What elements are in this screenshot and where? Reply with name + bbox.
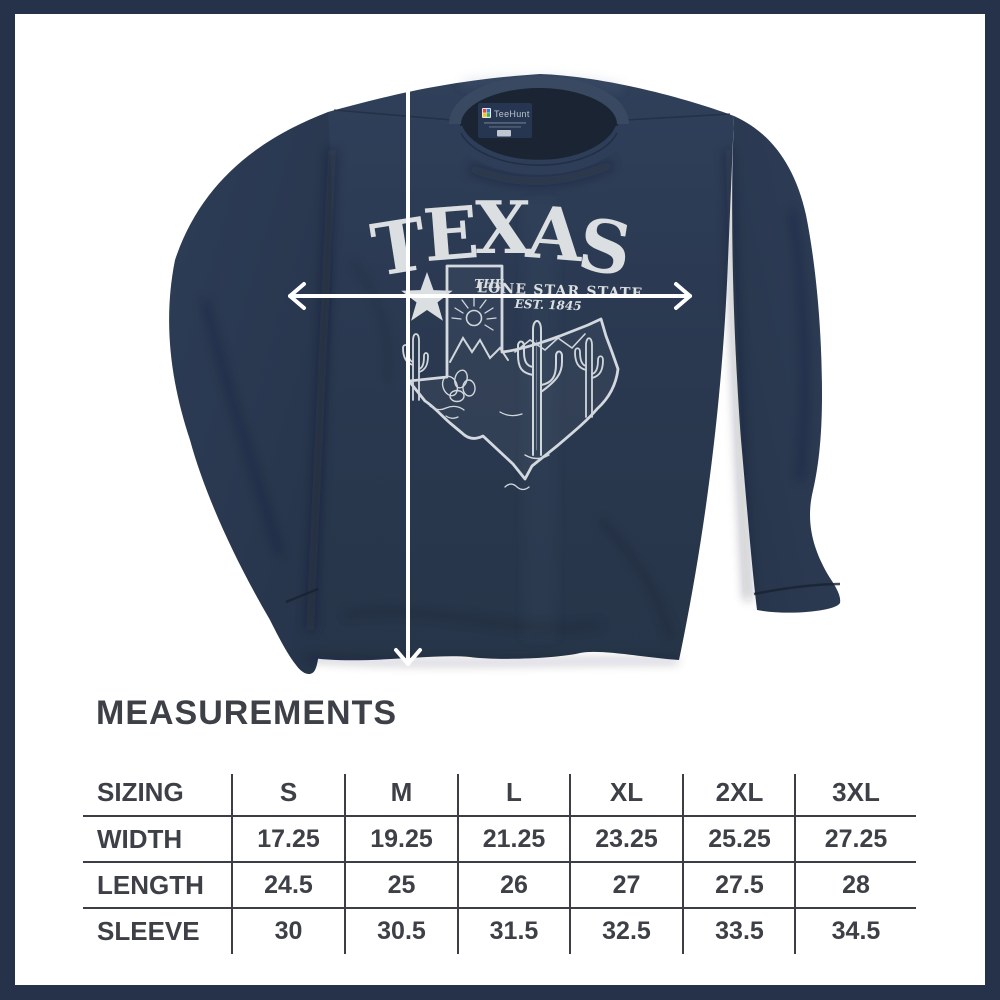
table-column-divider xyxy=(344,774,346,954)
sleeve-m: 30.5 xyxy=(377,917,426,945)
table-column-divider xyxy=(569,774,571,954)
table-row-divider xyxy=(83,815,916,817)
width-2xl: 25.25 xyxy=(708,825,771,853)
column-header-s: S xyxy=(279,777,298,807)
width-m: 19.25 xyxy=(370,825,433,853)
length-l: 26 xyxy=(500,871,528,899)
column-header-2xl: 2XL xyxy=(715,777,764,807)
table-column-divider xyxy=(457,774,459,954)
sleeve-xl: 32.5 xyxy=(602,917,651,945)
table-row-sleeve: SLEEVE 30 30.5 31.5 32.5 33.5 34.5 xyxy=(83,909,916,954)
column-header-3xl: 3XL xyxy=(832,777,880,807)
width-3xl: 27.25 xyxy=(824,825,888,853)
size-table: SIZING S M L XL 2XL 3XL WIDTH 17.25 19.2… xyxy=(83,770,916,960)
column-header-m: M xyxy=(390,777,413,807)
table-row-divider xyxy=(83,861,916,863)
column-header-sizing: SIZING xyxy=(97,777,184,807)
width-s: 17.25 xyxy=(257,825,320,853)
row-label-sleeve: SLEEVE xyxy=(97,916,200,946)
sleeve-3xl: 34.5 xyxy=(831,917,881,945)
column-header-xl: XL xyxy=(609,777,644,807)
length-s: 24.5 xyxy=(264,871,313,899)
sleeve-s: 30 xyxy=(274,917,303,945)
table-column-divider xyxy=(682,774,684,954)
table-row-width: WIDTH 17.25 19.25 21.25 23.25 25.25 27.2… xyxy=(83,817,916,862)
table-column-divider xyxy=(794,774,796,954)
table-row-length: LENGTH 24.5 25 26 27 27.5 28 xyxy=(83,863,916,908)
length-m: 25 xyxy=(387,871,416,899)
row-label-width: WIDTH xyxy=(97,824,183,854)
width-l: 21.25 xyxy=(482,825,546,853)
width-xl: 23.25 xyxy=(595,825,658,853)
sleeve-l: 31.5 xyxy=(489,917,539,945)
table-row-divider xyxy=(83,907,916,909)
sleeve-2xl: 33.5 xyxy=(715,917,764,945)
length-2xl: 27.5 xyxy=(715,871,764,899)
table-column-divider xyxy=(231,774,233,954)
length-3xl: 28 xyxy=(842,871,870,899)
length-xl: 27 xyxy=(612,871,641,899)
measurements-heading: MEASUREMENTS xyxy=(96,694,398,732)
column-header-l: L xyxy=(506,777,522,807)
row-label-length: LENGTH xyxy=(97,870,204,900)
table-header-row: SIZING S M L XL 2XL 3XL xyxy=(83,770,916,815)
